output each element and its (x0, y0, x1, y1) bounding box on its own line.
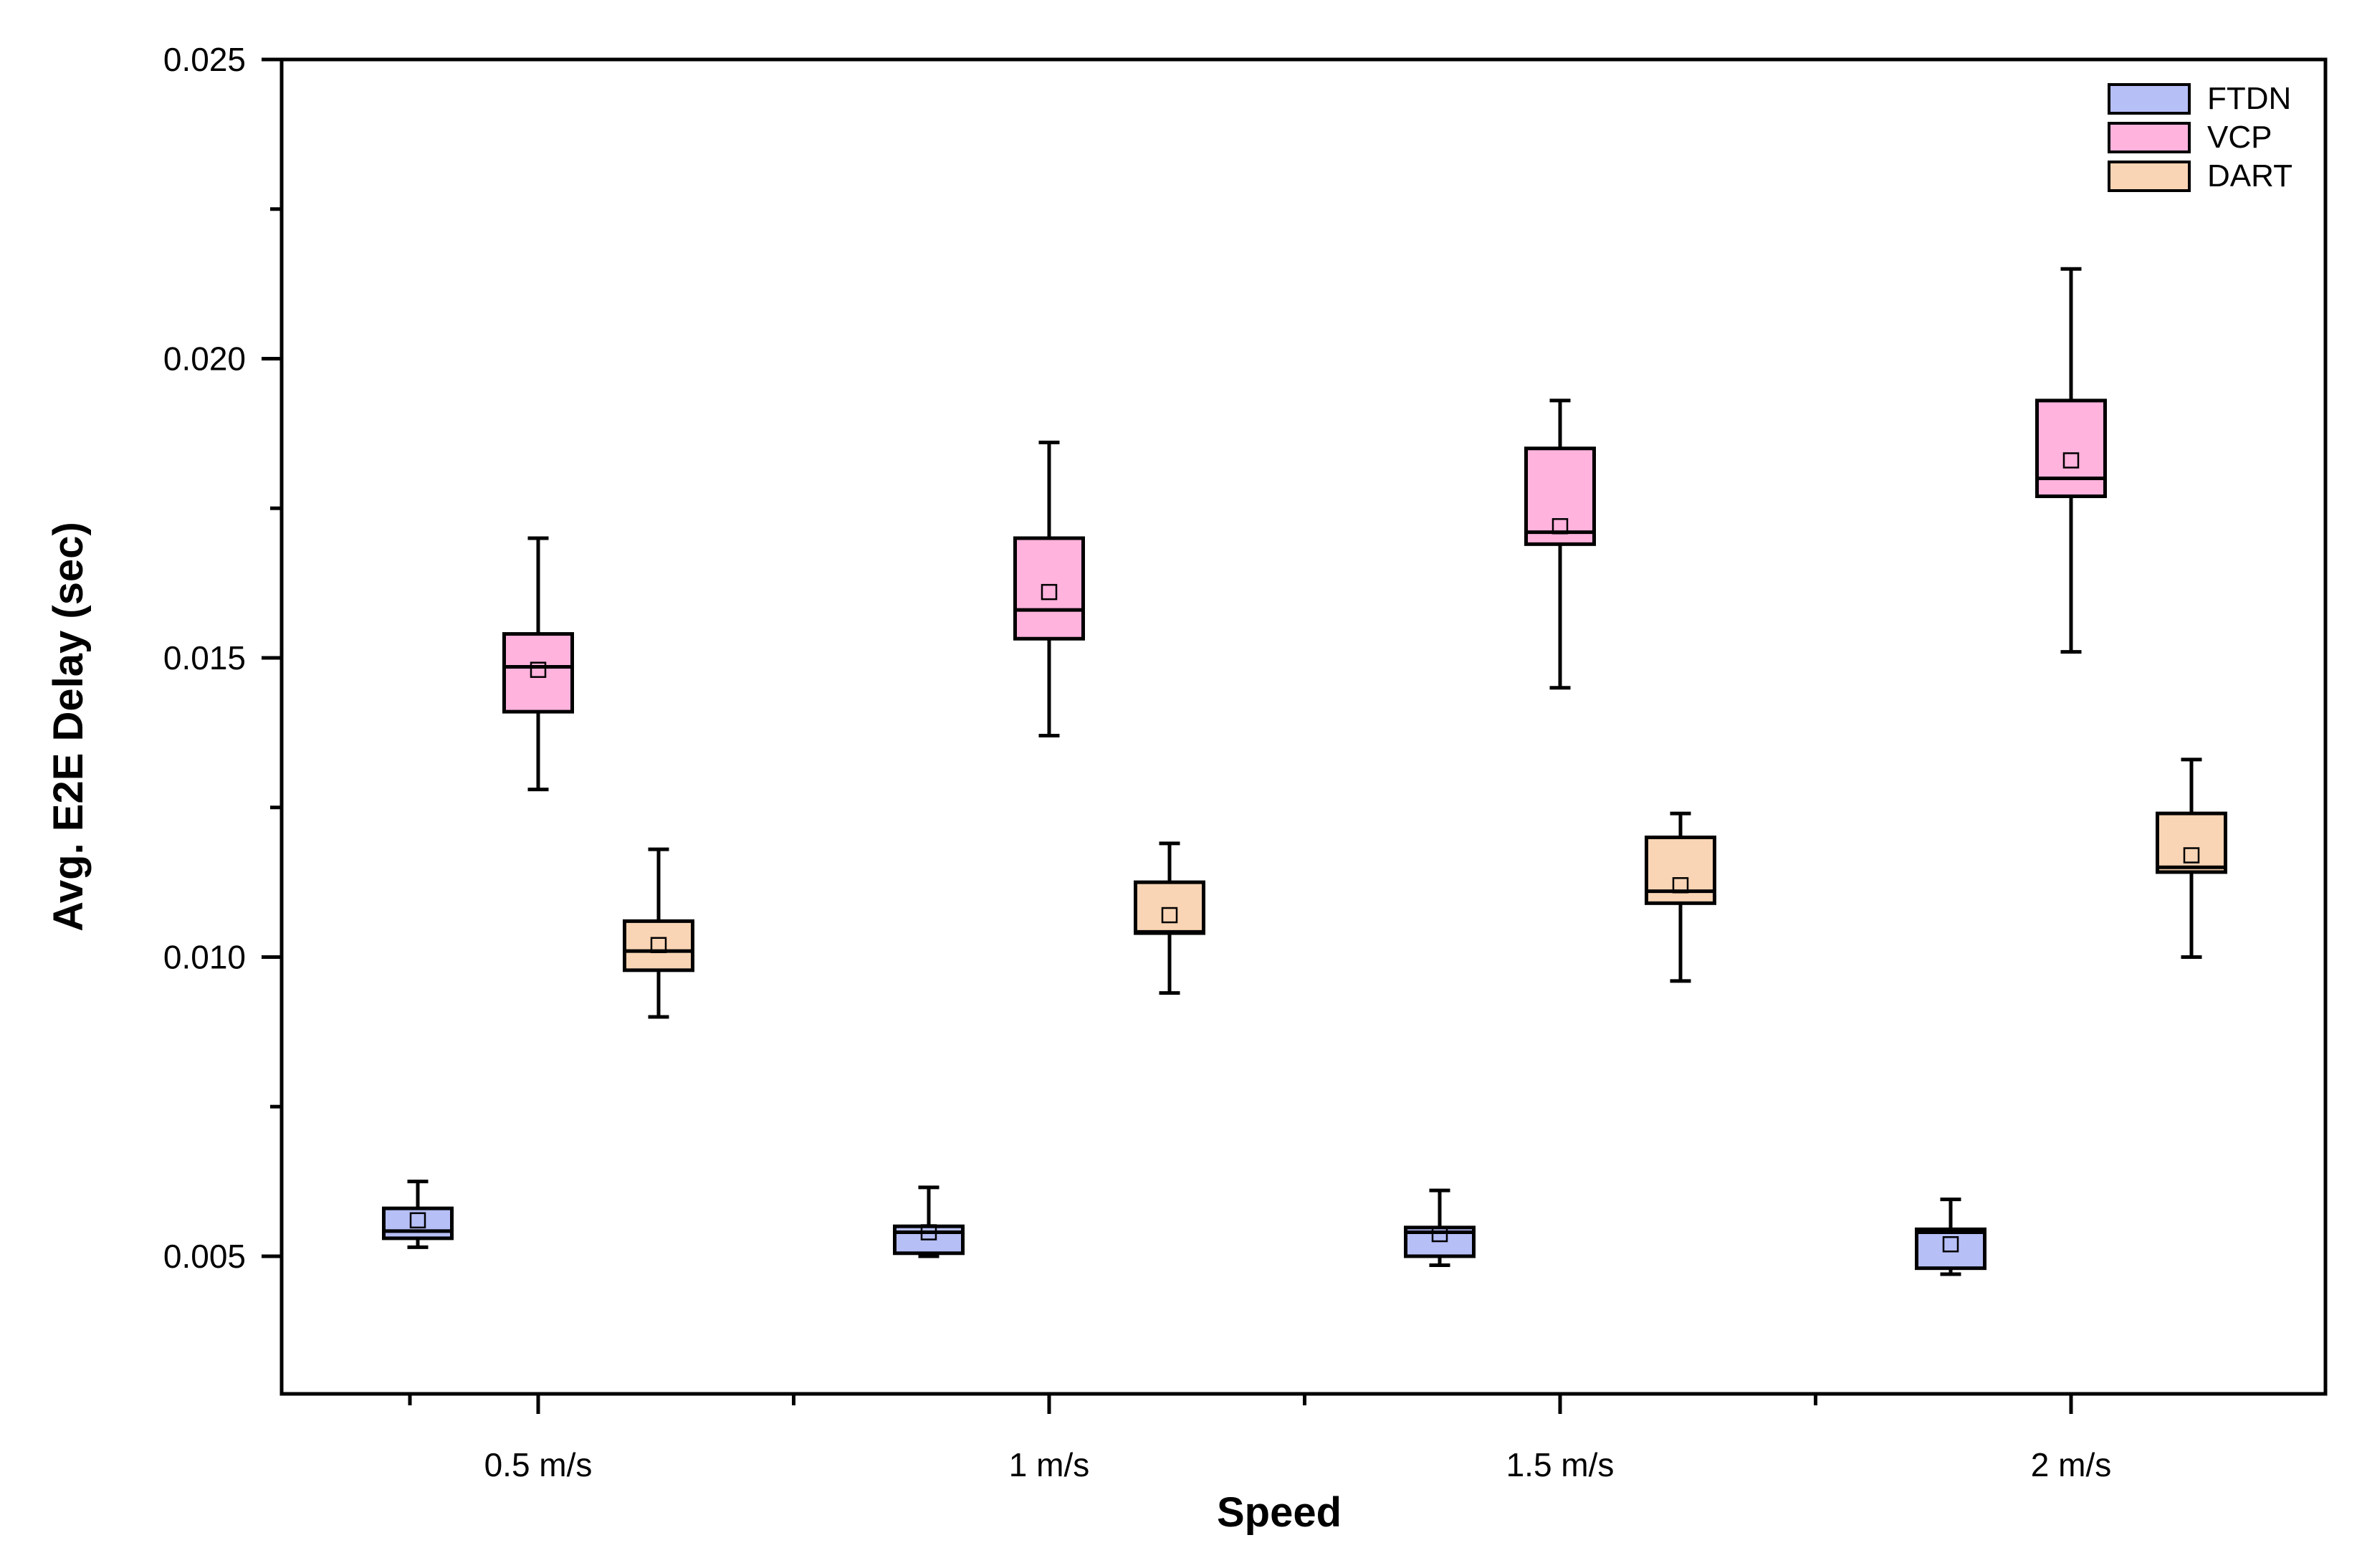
mean-marker (1431, 1225, 1448, 1243)
y-tick-label: 0.010 (163, 938, 246, 975)
mean-marker (920, 1224, 937, 1240)
box-dart (623, 847, 694, 1019)
box-dart (2156, 757, 2227, 959)
mean-marker (2062, 452, 2080, 469)
box-vcp (502, 536, 574, 792)
legend-label-ftdn: FTDN (2207, 81, 2291, 116)
plot-frame (279, 57, 2328, 1396)
iqr-box (623, 919, 694, 972)
mean-marker (530, 661, 547, 678)
y-tick-label: 0.025 (163, 41, 246, 78)
box-dart (1134, 841, 1205, 995)
mean-marker (1672, 877, 1689, 894)
plot-area (279, 57, 2328, 1396)
legend-label-vcp: VCP (2207, 120, 2272, 155)
y-tick-label: 0.015 (163, 639, 246, 677)
box-series-group (382, 267, 2227, 1276)
legend-swatch-vcp (2108, 122, 2191, 153)
y-axis-title: Avg. E2E Delay (sec) (45, 522, 92, 932)
box-vcp (1524, 398, 1596, 690)
legend-swatch-dart (2108, 161, 2191, 192)
mean-marker (1942, 1236, 1959, 1253)
box-ftdn (893, 1185, 965, 1258)
iqr-box (1915, 1227, 1986, 1271)
y-tick-label: 0.020 (163, 340, 246, 377)
x-tick-label: 1.5 m/s (1506, 1446, 1615, 1483)
iqr-box (1013, 536, 1085, 641)
y-tick-label: 0.005 (163, 1238, 246, 1275)
iqr-box (1524, 446, 1596, 546)
mean-marker (2183, 847, 2200, 864)
mean-marker (1161, 907, 1178, 924)
box-ftdn (1404, 1188, 1476, 1267)
x-tick-label: 0.5 m/s (484, 1446, 593, 1483)
box-dart (1645, 811, 1716, 983)
axes: 0.005 0.010 0.015 0.020 0.025 0.5 m/s 1 m/s 1.5… (45, 41, 2111, 1536)
iqr-box (1645, 835, 1716, 905)
mean-marker (1041, 583, 1058, 601)
iqr-box (2035, 398, 2107, 499)
legend-label-dart: DART (2207, 158, 2292, 193)
legend-swatch-ftdn (2108, 83, 2191, 115)
box-vcp (1013, 440, 1085, 738)
box-vcp (2035, 267, 2107, 654)
x-tick-label: 1 m/s (1009, 1446, 1089, 1483)
box-ftdn (1915, 1197, 1986, 1276)
box-ftdn (382, 1180, 454, 1249)
mean-marker (650, 937, 667, 954)
iqr-box (502, 632, 574, 714)
x-tick-label: 2 m/s (2031, 1446, 2111, 1483)
mean-marker (409, 1212, 426, 1229)
mean-marker (1551, 518, 1569, 535)
x-axis-title: Speed (1217, 1489, 1342, 1536)
